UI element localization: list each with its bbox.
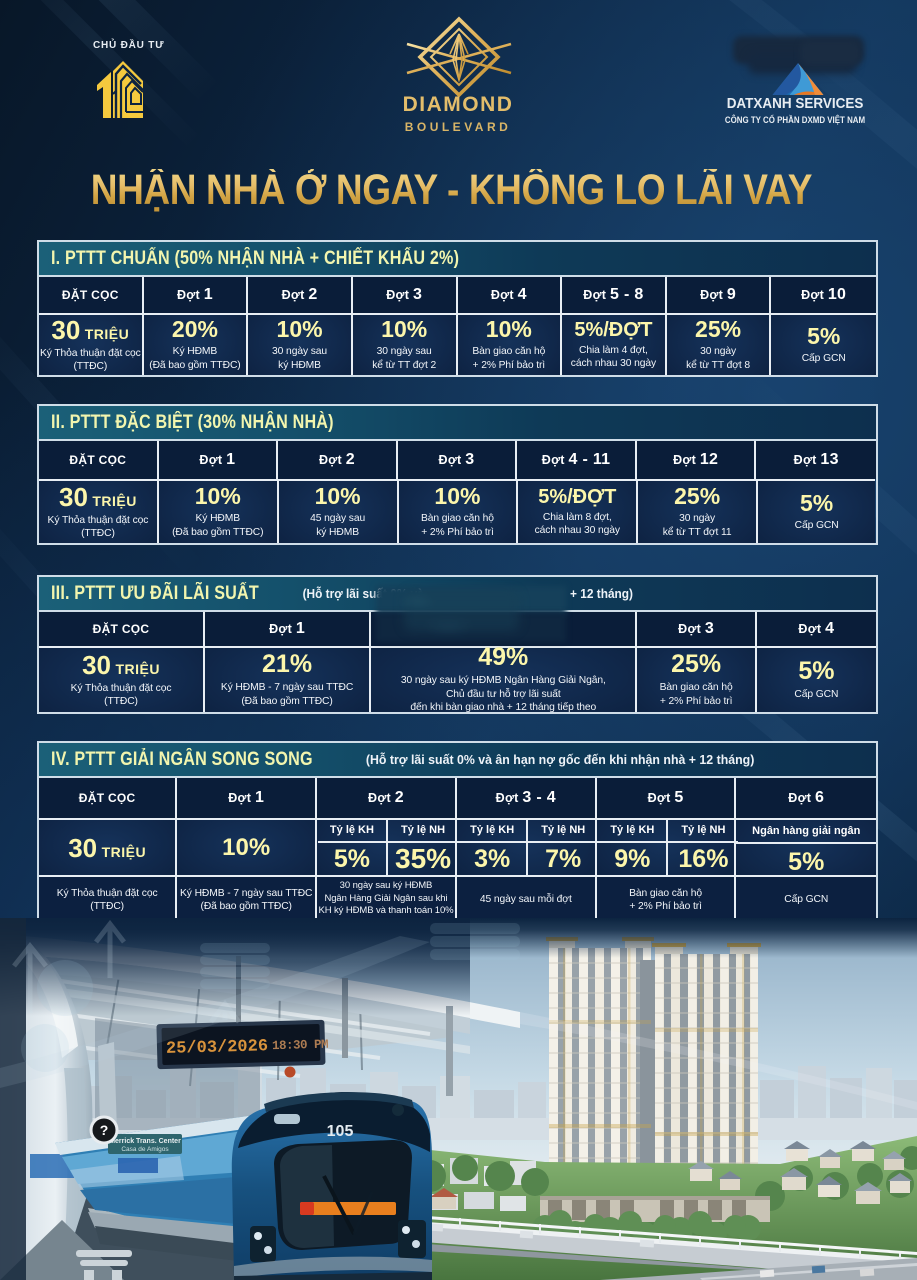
svg-text:25/03/2026: 25/03/2026 <box>166 1037 268 1059</box>
svg-text:105: 105 <box>327 1123 354 1140</box>
svg-text:Merrick Trans. Center: Merrick Trans. Center <box>109 1138 181 1145</box>
svg-text:18:30 PM: 18:30 PM <box>272 1038 328 1053</box>
svg-text:Casa de Amigos: Casa de Amigos <box>121 1146 169 1153</box>
svg-text:?: ? <box>100 1122 109 1138</box>
